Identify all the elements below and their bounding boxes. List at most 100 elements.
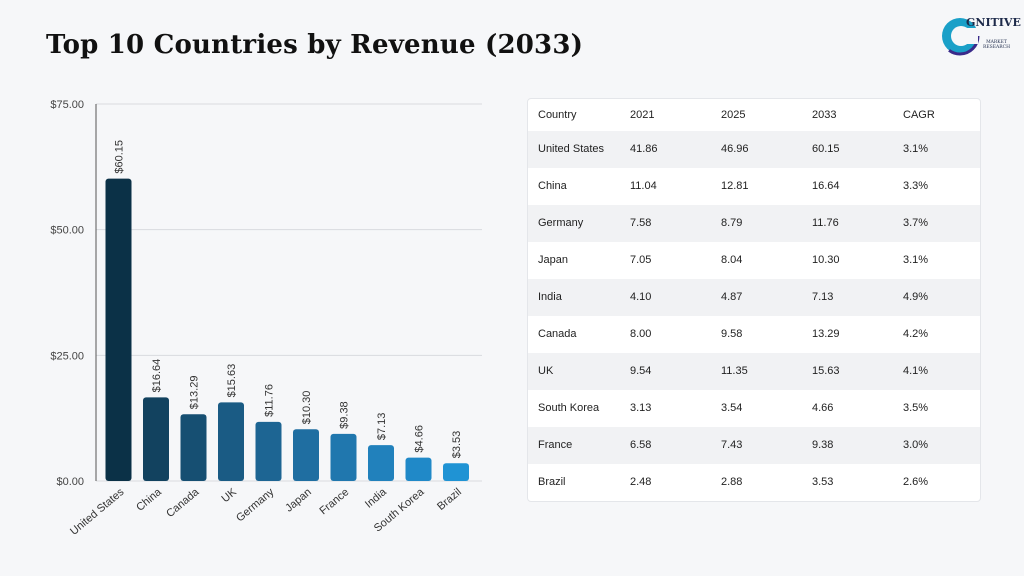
table-cell: 6.58 bbox=[620, 427, 711, 464]
table-cell: 3.3% bbox=[903, 180, 929, 192]
logo-wordmark: GNITIVE bbox=[966, 16, 1021, 29]
logo-subtitle: MARKET RESEARCH bbox=[983, 40, 1011, 50]
chart-bars bbox=[105, 178, 469, 481]
x-tick-label: China bbox=[134, 486, 164, 514]
table-row: China 11.04 12.81 16.64 3.3% bbox=[528, 168, 980, 205]
table-cell: UK bbox=[528, 353, 620, 390]
table-header-row: Country 2021 2025 2033 CAGR bbox=[528, 99, 980, 131]
table-cell: 13.29 bbox=[812, 328, 840, 340]
table-cell: 3.5% bbox=[903, 402, 929, 414]
revenue-bar-chart: $0.00 $25.00 $50.00 $75.00 $60.15 $16.64 $13.… bbox=[50, 99, 482, 538]
bar bbox=[443, 463, 469, 481]
table-row: India 4.10 4.87 7.13 4.9% bbox=[528, 279, 980, 316]
table-row: Brazil 2.48 2.88 3.53 2.6% bbox=[528, 464, 980, 501]
bar-value-label: $3.53 bbox=[451, 431, 463, 459]
table-row: United States 41.86 46.96 60.15 3.1% bbox=[528, 131, 980, 168]
x-tick-label: Japan bbox=[283, 486, 314, 514]
bar bbox=[293, 429, 319, 481]
bar-value-label: $11.76 bbox=[264, 384, 276, 417]
table-row: Germany 7.58 8.79 11.76 3.7% bbox=[528, 205, 980, 242]
x-tick-label: India bbox=[363, 486, 390, 511]
table-cell: 3.1% bbox=[893, 131, 980, 168]
header-country: Country bbox=[538, 109, 577, 121]
table-cell: 3.53 bbox=[812, 476, 834, 488]
table-cell: Germany bbox=[528, 205, 620, 242]
table-cell: France bbox=[528, 427, 620, 464]
y-tick-label: $0.00 bbox=[56, 476, 84, 488]
table-cell: 3.54 bbox=[721, 402, 743, 414]
table-cell: 9.54 bbox=[620, 353, 711, 390]
table-cell: 7.13 bbox=[802, 279, 893, 316]
bar bbox=[255, 421, 282, 481]
table-cell: 8.00 bbox=[630, 328, 652, 340]
table-cell: South Korea bbox=[538, 402, 600, 414]
header-cagr: CAGR bbox=[903, 109, 935, 121]
bar bbox=[143, 397, 169, 481]
x-tick-label: France bbox=[317, 486, 351, 517]
table-cell: 3.1% bbox=[903, 254, 929, 266]
table-cell: 2.6% bbox=[903, 476, 929, 488]
page-title: Top 10 Countries by Revenue (2033) bbox=[46, 30, 584, 60]
x-tick-label: Canada bbox=[164, 486, 202, 521]
table-cell: 7.58 bbox=[620, 205, 711, 242]
bar bbox=[330, 433, 357, 481]
table-cell: 4.10 bbox=[620, 279, 711, 316]
bar bbox=[405, 457, 432, 481]
x-tick-label: UK bbox=[220, 486, 240, 505]
table-cell: Japan bbox=[538, 254, 568, 266]
table-cell: 8.04 bbox=[721, 254, 743, 266]
header-2033: 2033 bbox=[812, 109, 837, 121]
company-logo-icon bbox=[940, 16, 980, 56]
bar bbox=[218, 402, 244, 481]
table-cell: 3.0% bbox=[893, 427, 980, 464]
bar bbox=[105, 178, 132, 481]
table-cell: 11.35 bbox=[711, 353, 802, 390]
revenue-table: Country 2021 2025 2033 CAGR United State… bbox=[527, 98, 981, 502]
table-row: Japan 7.05 8.04 10.30 3.1% bbox=[528, 242, 980, 279]
table-cell: 4.2% bbox=[903, 328, 929, 340]
bar-value-label: $7.13 bbox=[376, 413, 388, 441]
table-cell: United States bbox=[528, 131, 620, 168]
bar-value-label: $4.66 bbox=[414, 425, 426, 453]
table-cell: 4.9% bbox=[893, 279, 980, 316]
table-row: UK 9.54 11.35 15.63 4.1% bbox=[528, 353, 980, 390]
table-cell: 60.15 bbox=[802, 131, 893, 168]
header-2021: 2021 bbox=[630, 109, 655, 121]
table-cell: India bbox=[528, 279, 620, 316]
table-cell: 3.13 bbox=[630, 402, 652, 414]
table-cell: 9.38 bbox=[802, 427, 893, 464]
table-cell: 4.1% bbox=[893, 353, 980, 390]
table-cell: 16.64 bbox=[812, 180, 840, 192]
bar-value-label: $60.15 bbox=[114, 140, 126, 174]
y-tick-label: $25.00 bbox=[50, 350, 84, 362]
header-2025: 2025 bbox=[721, 109, 746, 121]
table-cell: 3.7% bbox=[893, 205, 980, 242]
y-axis-ticks: $0.00 $25.00 $50.00 $75.00 bbox=[50, 99, 84, 488]
bar-value-label: $9.38 bbox=[339, 401, 351, 429]
table-cell: 11.04 bbox=[630, 180, 657, 192]
table-cell: 4.87 bbox=[711, 279, 802, 316]
table-cell: 7.05 bbox=[630, 254, 652, 266]
table-cell: 11.76 bbox=[802, 205, 893, 242]
table-row: France 6.58 7.43 9.38 3.0% bbox=[528, 427, 980, 464]
bar bbox=[180, 414, 207, 481]
table-cell: 2.88 bbox=[721, 476, 743, 488]
table-cell: 15.63 bbox=[802, 353, 893, 390]
bar-value-labels: $60.15 $16.64 $13.29 $15.63 $11.76 $10.30 $9.3… bbox=[114, 140, 464, 458]
table-cell: 9.58 bbox=[721, 328, 743, 340]
table-cell: 41.86 bbox=[620, 131, 711, 168]
table-cell: 7.43 bbox=[711, 427, 802, 464]
table-cell: 4.66 bbox=[812, 402, 834, 414]
bar-value-label: $13.29 bbox=[189, 376, 201, 410]
bar bbox=[368, 445, 394, 481]
table-cell: 46.96 bbox=[711, 131, 802, 168]
bar-value-label: $10.30 bbox=[301, 391, 313, 425]
table-cell: 10.30 bbox=[812, 254, 840, 266]
bar-value-label: $16.64 bbox=[151, 359, 163, 393]
table-row: South Korea 3.13 3.54 4.66 3.5% bbox=[528, 390, 980, 427]
table-cell: China bbox=[538, 180, 567, 192]
table-cell: Brazil bbox=[538, 476, 566, 488]
x-tick-label: Germany bbox=[234, 486, 277, 525]
x-tick-label: Brazil bbox=[435, 486, 464, 513]
